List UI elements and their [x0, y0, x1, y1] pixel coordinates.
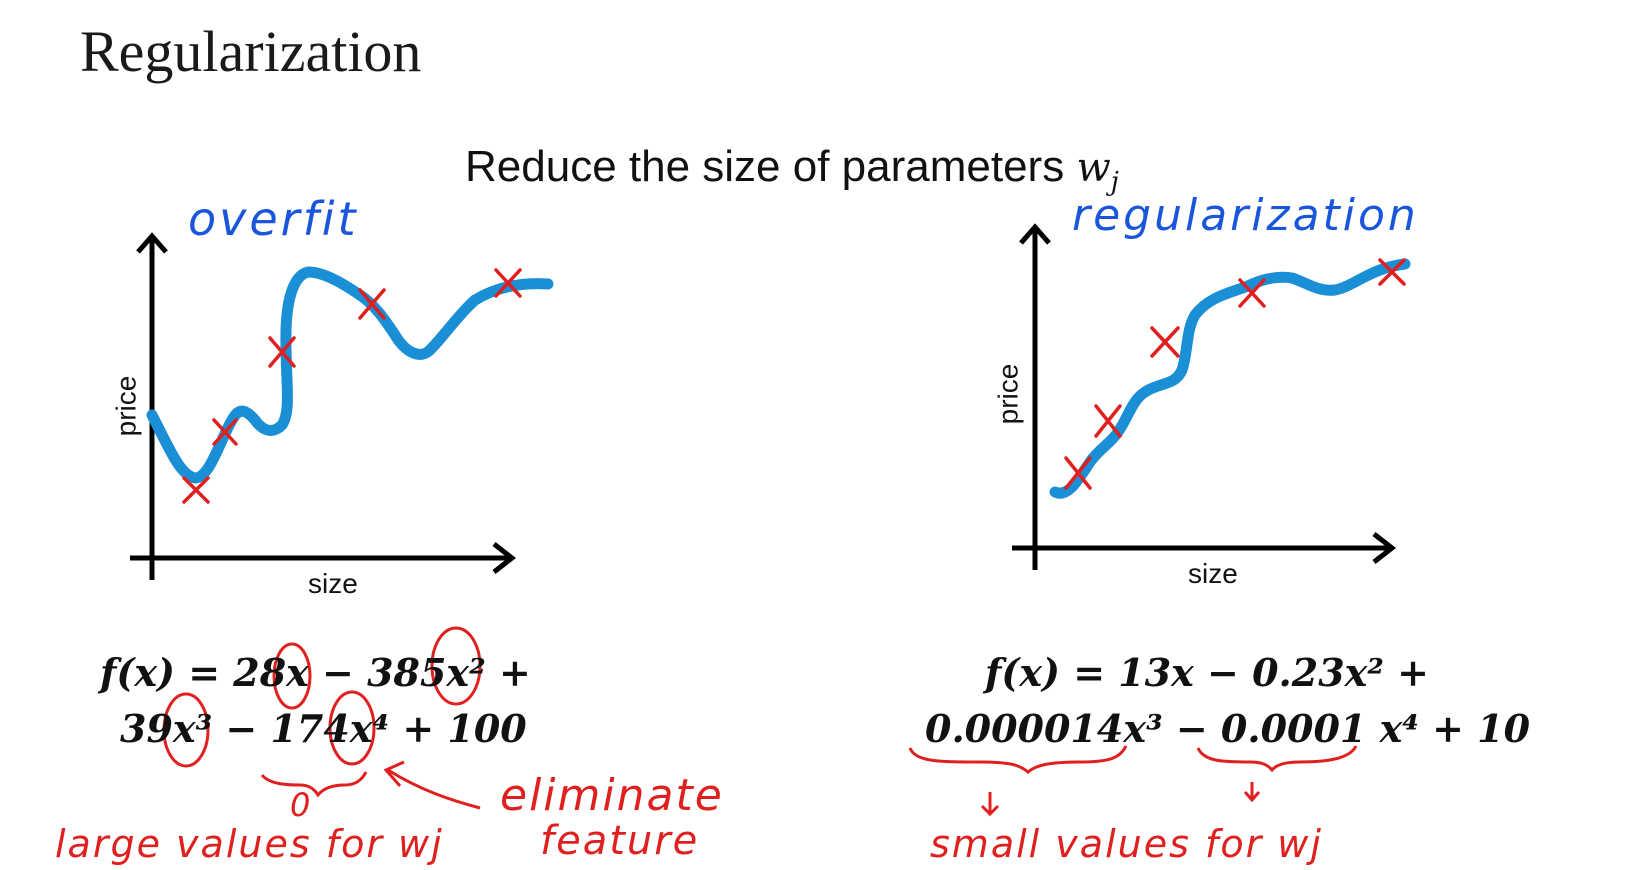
- eliminate-arrowhead: [383, 760, 405, 787]
- subtitle: Reduce the size of parameters wj: [465, 142, 1119, 197]
- right-regularized-curve: [1049, 258, 1411, 499]
- x-marker: [268, 336, 296, 368]
- right-brace-1: [908, 745, 1128, 774]
- zero-note: 0: [290, 786, 313, 824]
- left-formula-line-1: f(x) = 28x − 385x² +: [100, 650, 531, 695]
- x-marker: [1064, 456, 1092, 490]
- left-data-points: [182, 268, 522, 504]
- right-formula-line-2: 0.000014x³ − 0.0001 x⁴ + 10: [925, 706, 1531, 751]
- left-formula-line-2: 39x³ − 174x⁴ + 100: [120, 706, 527, 751]
- right-brace-2: [1196, 745, 1358, 773]
- slide-title: Regularization: [80, 19, 422, 84]
- circle-x4: [328, 690, 376, 766]
- overfit-annotation: overfit: [188, 192, 359, 246]
- x-marker: [358, 288, 386, 320]
- right-down-arrows: [980, 782, 1261, 817]
- circle-x2: [430, 626, 482, 706]
- right-formula-line-1: f(x) = 13x − 0.23x² +: [985, 650, 1430, 695]
- circle-x: [272, 642, 312, 710]
- left-x-arrowhead: [492, 542, 517, 574]
- regularization-annotation: regularization: [1072, 190, 1419, 241]
- left-y-axis-label: price: [110, 375, 142, 437]
- right-x-arrowhead: [1372, 532, 1397, 564]
- x-marker: [212, 418, 238, 446]
- subtitle-text: Reduce the size of parameters: [465, 142, 1065, 191]
- circle-x3: [162, 692, 210, 768]
- feature-note: feature: [540, 818, 700, 864]
- left-graph: [130, 232, 554, 580]
- x-marker: [182, 476, 210, 504]
- right-x-axis-label: size: [1188, 558, 1238, 589]
- right-y-axis-label: price: [992, 363, 1024, 425]
- left-x-axis-label: size: [308, 568, 358, 599]
- large-values-note: large values for wj: [55, 822, 444, 866]
- left-y-arrowhead: [136, 232, 168, 254]
- eliminate-arrow: [387, 768, 481, 810]
- right-graph: [1012, 223, 1411, 570]
- subtitle-variable: wj: [1076, 145, 1119, 197]
- left-formula-circles: [162, 626, 482, 768]
- x-marker: [1150, 326, 1180, 358]
- x-marker: [1378, 258, 1406, 286]
- x-marker: [494, 268, 522, 298]
- left-overfit-curve: [146, 266, 554, 484]
- left-brace: [260, 771, 368, 798]
- right-data-points: [1064, 258, 1406, 490]
- x-marker: [1094, 404, 1122, 438]
- right-y-arrowhead: [1019, 223, 1051, 245]
- eliminate-note: eliminate: [500, 770, 724, 821]
- small-values-note: small values for wj: [930, 822, 1323, 866]
- x-marker: [1238, 278, 1266, 308]
